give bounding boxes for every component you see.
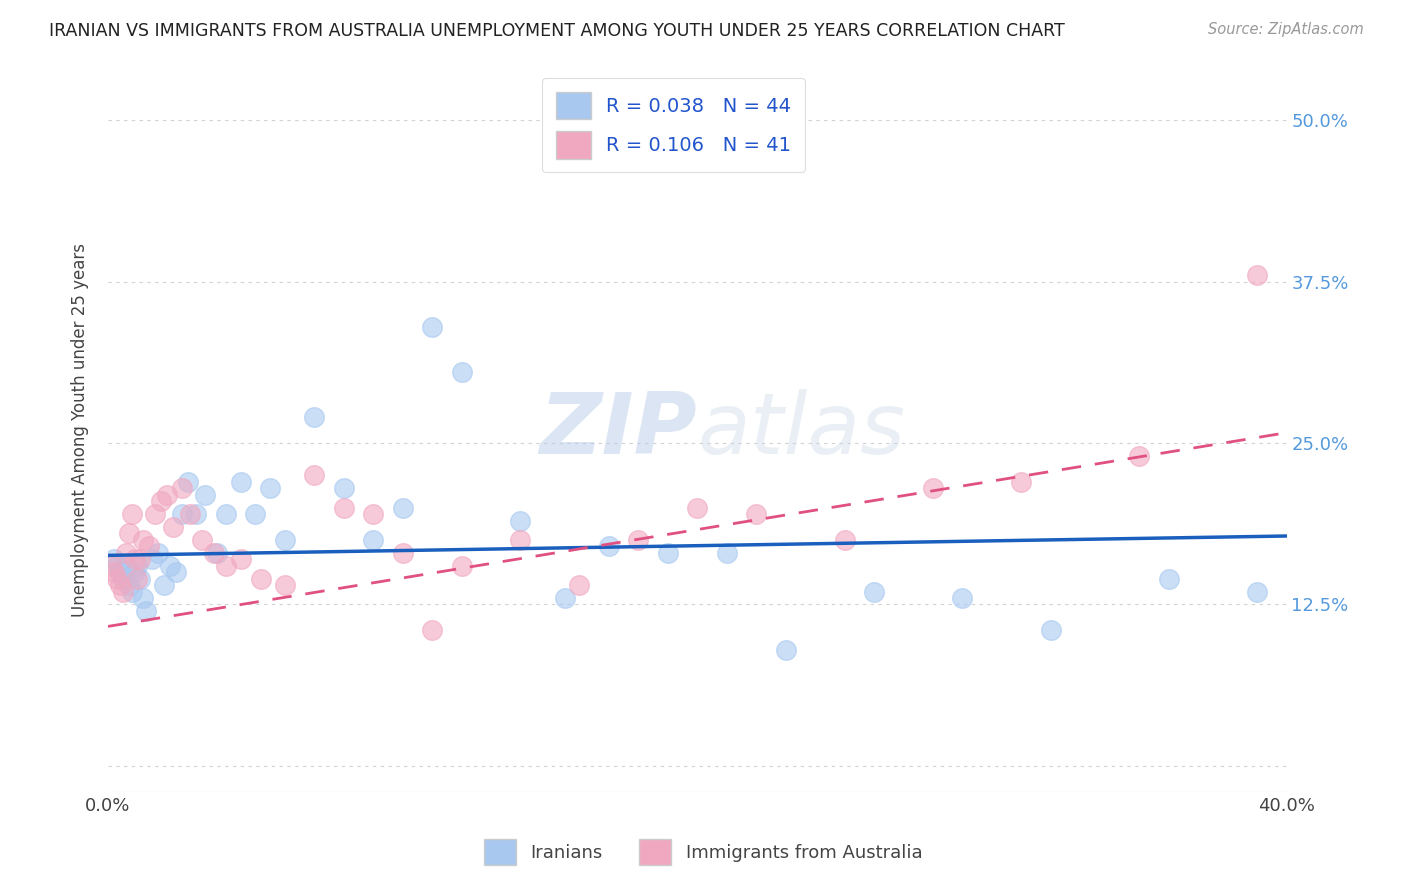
- Point: [117, 526, 139, 541]
- Point: [259, 481, 281, 495]
- Point: [568, 578, 591, 592]
- Point: [170, 481, 193, 495]
- Point: [1246, 584, 1268, 599]
- Point: [332, 500, 354, 515]
- Text: IRANIAN VS IMMIGRANTS FROM AUSTRALIA UNEMPLOYMENT AMONG YOUTH UNDER 25 YEARS COR: IRANIAN VS IMMIGRANTS FROM AUSTRALIA UNE…: [49, 22, 1064, 40]
- Text: atlas: atlas: [697, 389, 905, 472]
- Point: [361, 507, 384, 521]
- Point: [1039, 624, 1062, 638]
- Point: [834, 533, 856, 547]
- Point: [105, 572, 128, 586]
- Legend: R = 0.038   N = 44, R = 0.106   N = 41: R = 0.038 N = 44, R = 0.106 N = 41: [541, 78, 804, 172]
- Point: [716, 546, 738, 560]
- Point: [170, 507, 193, 521]
- Point: [229, 552, 252, 566]
- Point: [215, 558, 238, 573]
- Point: [657, 546, 679, 560]
- Point: [863, 584, 886, 599]
- Point: [304, 410, 326, 425]
- Point: [127, 558, 149, 573]
- Point: [132, 591, 155, 605]
- Point: [627, 533, 650, 547]
- Point: [124, 552, 146, 566]
- Point: [554, 591, 576, 605]
- Point: [117, 578, 139, 592]
- Point: [179, 507, 201, 521]
- Point: [114, 558, 136, 573]
- Point: [391, 546, 413, 560]
- Point: [391, 500, 413, 515]
- Point: [103, 565, 125, 579]
- Point: [127, 572, 149, 586]
- Point: [420, 319, 443, 334]
- Y-axis label: Unemployment Among Youth under 25 years: Unemployment Among Youth under 25 years: [72, 244, 89, 617]
- Point: [150, 494, 173, 508]
- Point: [176, 475, 198, 489]
- Point: [304, 468, 326, 483]
- Point: [100, 558, 122, 573]
- Point: [250, 572, 273, 586]
- Point: [153, 578, 176, 592]
- Point: [159, 558, 181, 573]
- Point: [143, 507, 166, 521]
- Point: [202, 546, 225, 560]
- Point: [114, 546, 136, 560]
- Point: [111, 584, 134, 599]
- Point: [274, 578, 297, 592]
- Point: [146, 546, 169, 560]
- Point: [509, 533, 531, 547]
- Point: [450, 558, 472, 573]
- Point: [121, 507, 143, 521]
- Point: [121, 584, 143, 599]
- Point: [1157, 572, 1180, 586]
- Point: [108, 565, 131, 579]
- Point: [922, 481, 945, 495]
- Point: [186, 507, 208, 521]
- Point: [111, 572, 134, 586]
- Point: [245, 507, 267, 521]
- Point: [1246, 268, 1268, 282]
- Point: [509, 514, 531, 528]
- Point: [420, 624, 443, 638]
- Point: [132, 533, 155, 547]
- Point: [598, 539, 620, 553]
- Text: ZIP: ZIP: [540, 389, 697, 472]
- Point: [361, 533, 384, 547]
- Point: [124, 565, 146, 579]
- Point: [775, 642, 797, 657]
- Point: [138, 539, 160, 553]
- Point: [686, 500, 709, 515]
- Point: [745, 507, 768, 521]
- Point: [215, 507, 238, 521]
- Point: [194, 488, 217, 502]
- Point: [165, 565, 187, 579]
- Text: Source: ZipAtlas.com: Source: ZipAtlas.com: [1208, 22, 1364, 37]
- Point: [103, 552, 125, 566]
- Point: [1128, 449, 1150, 463]
- Point: [105, 558, 128, 573]
- Point: [162, 520, 184, 534]
- Point: [952, 591, 974, 605]
- Point: [450, 365, 472, 379]
- Point: [135, 604, 157, 618]
- Point: [1010, 475, 1032, 489]
- Point: [274, 533, 297, 547]
- Point: [229, 475, 252, 489]
- Point: [156, 488, 179, 502]
- Point: [141, 552, 163, 566]
- Point: [129, 572, 152, 586]
- Legend: Iranians, Immigrants from Australia: Iranians, Immigrants from Australia: [475, 830, 931, 874]
- Point: [205, 546, 228, 560]
- Point: [129, 552, 152, 566]
- Point: [191, 533, 214, 547]
- Point: [332, 481, 354, 495]
- Point: [108, 578, 131, 592]
